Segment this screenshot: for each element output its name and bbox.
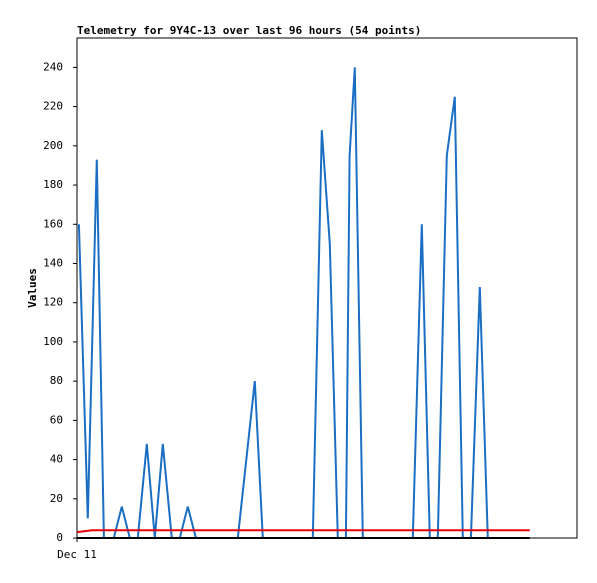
y-tick-label: 80: [50, 374, 63, 387]
y-tick-label: 180: [43, 178, 63, 191]
y-tick-label: 140: [43, 256, 63, 269]
y-tick-label: 200: [43, 139, 63, 152]
y-tick-label: 220: [43, 100, 63, 113]
y-tick-label: 120: [43, 296, 63, 309]
chart-title: Telemetry for 9Y4C-13 over last 96 hours…: [77, 24, 421, 37]
y-tick-label: 160: [43, 217, 63, 230]
y-tick-label: 20: [50, 492, 63, 505]
plot-frame: [76, 37, 578, 539]
line-series: [76, 529, 530, 534]
x-tick-label: Dec 11: [57, 548, 97, 561]
y-tick-label: 40: [50, 453, 63, 466]
y-tick-label: 0: [56, 531, 63, 544]
y-tick-label: 60: [50, 413, 63, 426]
y-axis-label: Values: [26, 268, 39, 308]
y-tick-label: 240: [43, 60, 63, 73]
y-tick-label: 100: [43, 335, 63, 348]
